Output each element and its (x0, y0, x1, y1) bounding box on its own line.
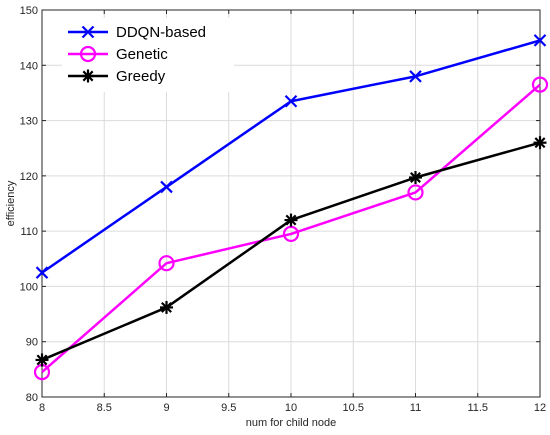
x-axis-ticks: 8 8.5 9 9.5 10 10.5 11 11.5 12 (39, 10, 546, 414)
data-point (409, 171, 422, 185)
x-tick-label: 11 (410, 402, 421, 414)
legend-item: Genetic (68, 45, 168, 63)
data-point (531, 76, 549, 93)
y-tick-label: 100 (20, 281, 38, 293)
data-point (409, 70, 422, 83)
data-point (35, 353, 49, 367)
legend-label: Genetic (116, 46, 168, 63)
legend-label: DDQN-based (116, 24, 206, 41)
x-axis-label: num for child node (246, 417, 337, 429)
y-tick-label: 90 (26, 337, 38, 349)
data-point (160, 180, 173, 194)
x-tick-label: 8.5 (97, 402, 112, 414)
x-tick-label: 11.5 (467, 402, 488, 414)
legend-label: Greedy (116, 68, 166, 85)
y-axis-ticks: 80 90 100 110 120 130 140 150 (20, 5, 540, 404)
data-point (284, 94, 298, 108)
legend: DDQN-based Genetic Greedy (62, 18, 234, 92)
series-ddqn-based (35, 34, 547, 279)
y-tick-label: 130 (20, 116, 38, 128)
data-point (282, 225, 300, 243)
y-axis-label: efficiency (5, 180, 17, 226)
legend-item: DDQN-based (68, 24, 206, 41)
data-point (533, 34, 547, 47)
data-point (35, 266, 49, 279)
y-tick-label: 110 (20, 226, 38, 238)
legend-marker (81, 25, 95, 39)
legend-marker (81, 69, 95, 83)
legend-item: Greedy (68, 68, 166, 85)
series-genetic (33, 76, 549, 381)
data-point (284, 213, 298, 227)
y-tick-label: 120 (20, 171, 38, 183)
series-greedy (35, 136, 547, 367)
legend-marker (79, 45, 97, 63)
y-tick-label: 80 (26, 392, 38, 404)
x-tick-label: 9.5 (221, 402, 236, 414)
y-tick-label: 140 (20, 60, 38, 72)
data-point (407, 184, 424, 201)
data-point (160, 300, 173, 314)
x-tick-label: 9 (163, 402, 169, 414)
y-tick-label: 150 (20, 5, 38, 17)
x-tick-label: 8 (39, 402, 45, 414)
x-tick-label: 10 (285, 402, 297, 414)
series-layer (33, 34, 549, 381)
series-line (41, 83, 541, 374)
data-point (533, 136, 547, 150)
x-tick-label: 10.5 (343, 402, 364, 414)
x-tick-label: 12 (534, 402, 546, 414)
data-point (158, 255, 175, 272)
